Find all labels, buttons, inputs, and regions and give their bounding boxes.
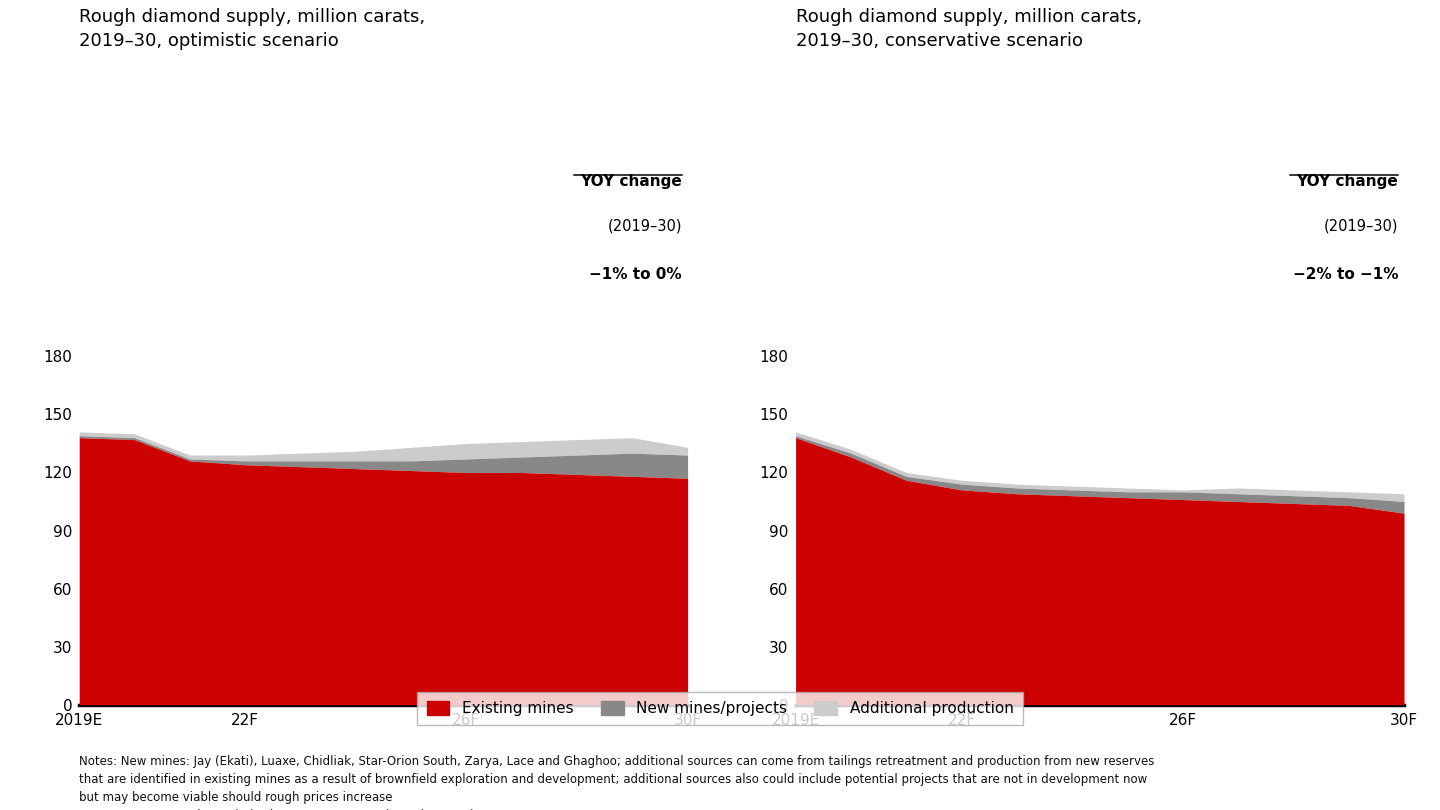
Text: (2019–30): (2019–30)	[1323, 219, 1398, 234]
Text: Rough diamond supply, million carats,
2019–30, conservative scenario: Rough diamond supply, million carats, 20…	[795, 8, 1142, 49]
Text: YOY change: YOY change	[580, 174, 683, 190]
Legend: Existing mines, New mines/projects, Additional production: Existing mines, New mines/projects, Addi…	[418, 692, 1022, 726]
Text: (2019–30): (2019–30)	[608, 219, 683, 234]
Text: −2% to −1%: −2% to −1%	[1293, 267, 1398, 283]
Text: Rough diamond supply, million carats,
2019–30, optimistic scenario: Rough diamond supply, million carats, 20…	[79, 8, 425, 49]
Text: −1% to 0%: −1% to 0%	[589, 267, 683, 283]
Text: YOY change: YOY change	[1296, 174, 1398, 190]
Text: Notes: New mines: Jay (Ekati), Luaxe, Chidliak, Star-Orion South, Zarya, Lace an: Notes: New mines: Jay (Ekati), Luaxe, Ch…	[79, 755, 1155, 810]
